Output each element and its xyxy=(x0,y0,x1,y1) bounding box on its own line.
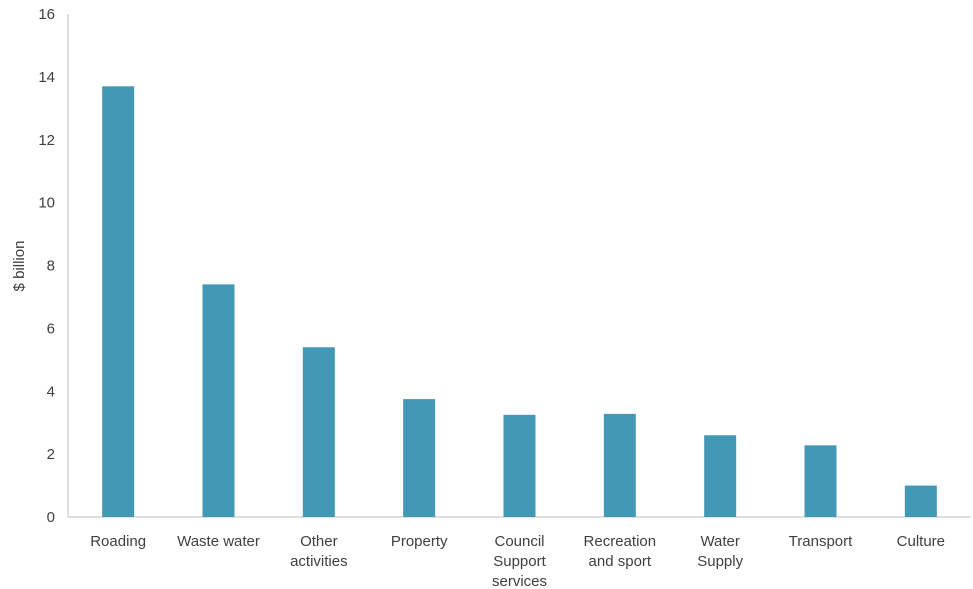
y-tick-label: 0 xyxy=(47,509,55,526)
y-tick-label: 14 xyxy=(38,69,55,86)
x-category-label-line: Supply xyxy=(697,553,743,570)
x-category-label-line: Support xyxy=(493,553,546,570)
y-tick-label: 2 xyxy=(47,446,55,463)
bar xyxy=(102,86,135,518)
x-category-label-line: activities xyxy=(290,553,348,570)
x-category-label: Transport xyxy=(789,533,853,550)
y-tick-label: 10 xyxy=(38,195,55,212)
x-category-label-line: and sport xyxy=(589,553,652,570)
x-category-label-line: Transport xyxy=(789,533,853,550)
bar xyxy=(302,347,335,517)
x-category-label-line: Waste water xyxy=(177,533,260,550)
bar xyxy=(603,413,636,517)
x-category-label: Council Support services xyxy=(492,533,547,589)
y-tick-label: 8 xyxy=(47,258,55,275)
x-category-label-line: Council xyxy=(494,533,544,550)
x-category-label: Other activities xyxy=(290,533,348,570)
y-tick-label: 6 xyxy=(47,320,55,337)
x-category-label: Recreation and sport xyxy=(584,533,657,570)
x-category-label: Culture xyxy=(897,533,945,550)
y-axis-label: $ billion xyxy=(11,241,28,292)
x-category-label-line: Culture xyxy=(897,533,945,550)
x-category-label-line: Roading xyxy=(90,533,146,550)
x-category-label: Property xyxy=(391,533,448,550)
y-tick-label: 4 xyxy=(47,383,55,400)
x-category-label: Roading xyxy=(90,533,146,550)
x-category-label-line: Property xyxy=(391,533,448,550)
bar xyxy=(804,445,837,517)
x-category-label-line: Recreation xyxy=(584,533,657,550)
x-category-label: Water Supply xyxy=(697,533,743,570)
x-category-label: Waste water xyxy=(177,533,260,550)
x-category-label-line: Water xyxy=(700,533,739,550)
y-axis-ticks: 0 2 4 6 8 10 12 14 16 xyxy=(38,6,55,526)
bar xyxy=(503,414,536,517)
bar xyxy=(904,485,937,517)
bar xyxy=(704,435,737,517)
x-category-label-line: Other xyxy=(300,533,338,550)
y-tick-label: 16 xyxy=(38,6,55,23)
bar xyxy=(202,284,235,517)
bars xyxy=(102,86,937,518)
y-tick-label: 12 xyxy=(38,132,55,149)
x-category-label-line: services xyxy=(492,573,547,589)
bar xyxy=(403,399,436,517)
x-axis-labels: Roading Waste water Other activities Propert… xyxy=(90,533,945,589)
